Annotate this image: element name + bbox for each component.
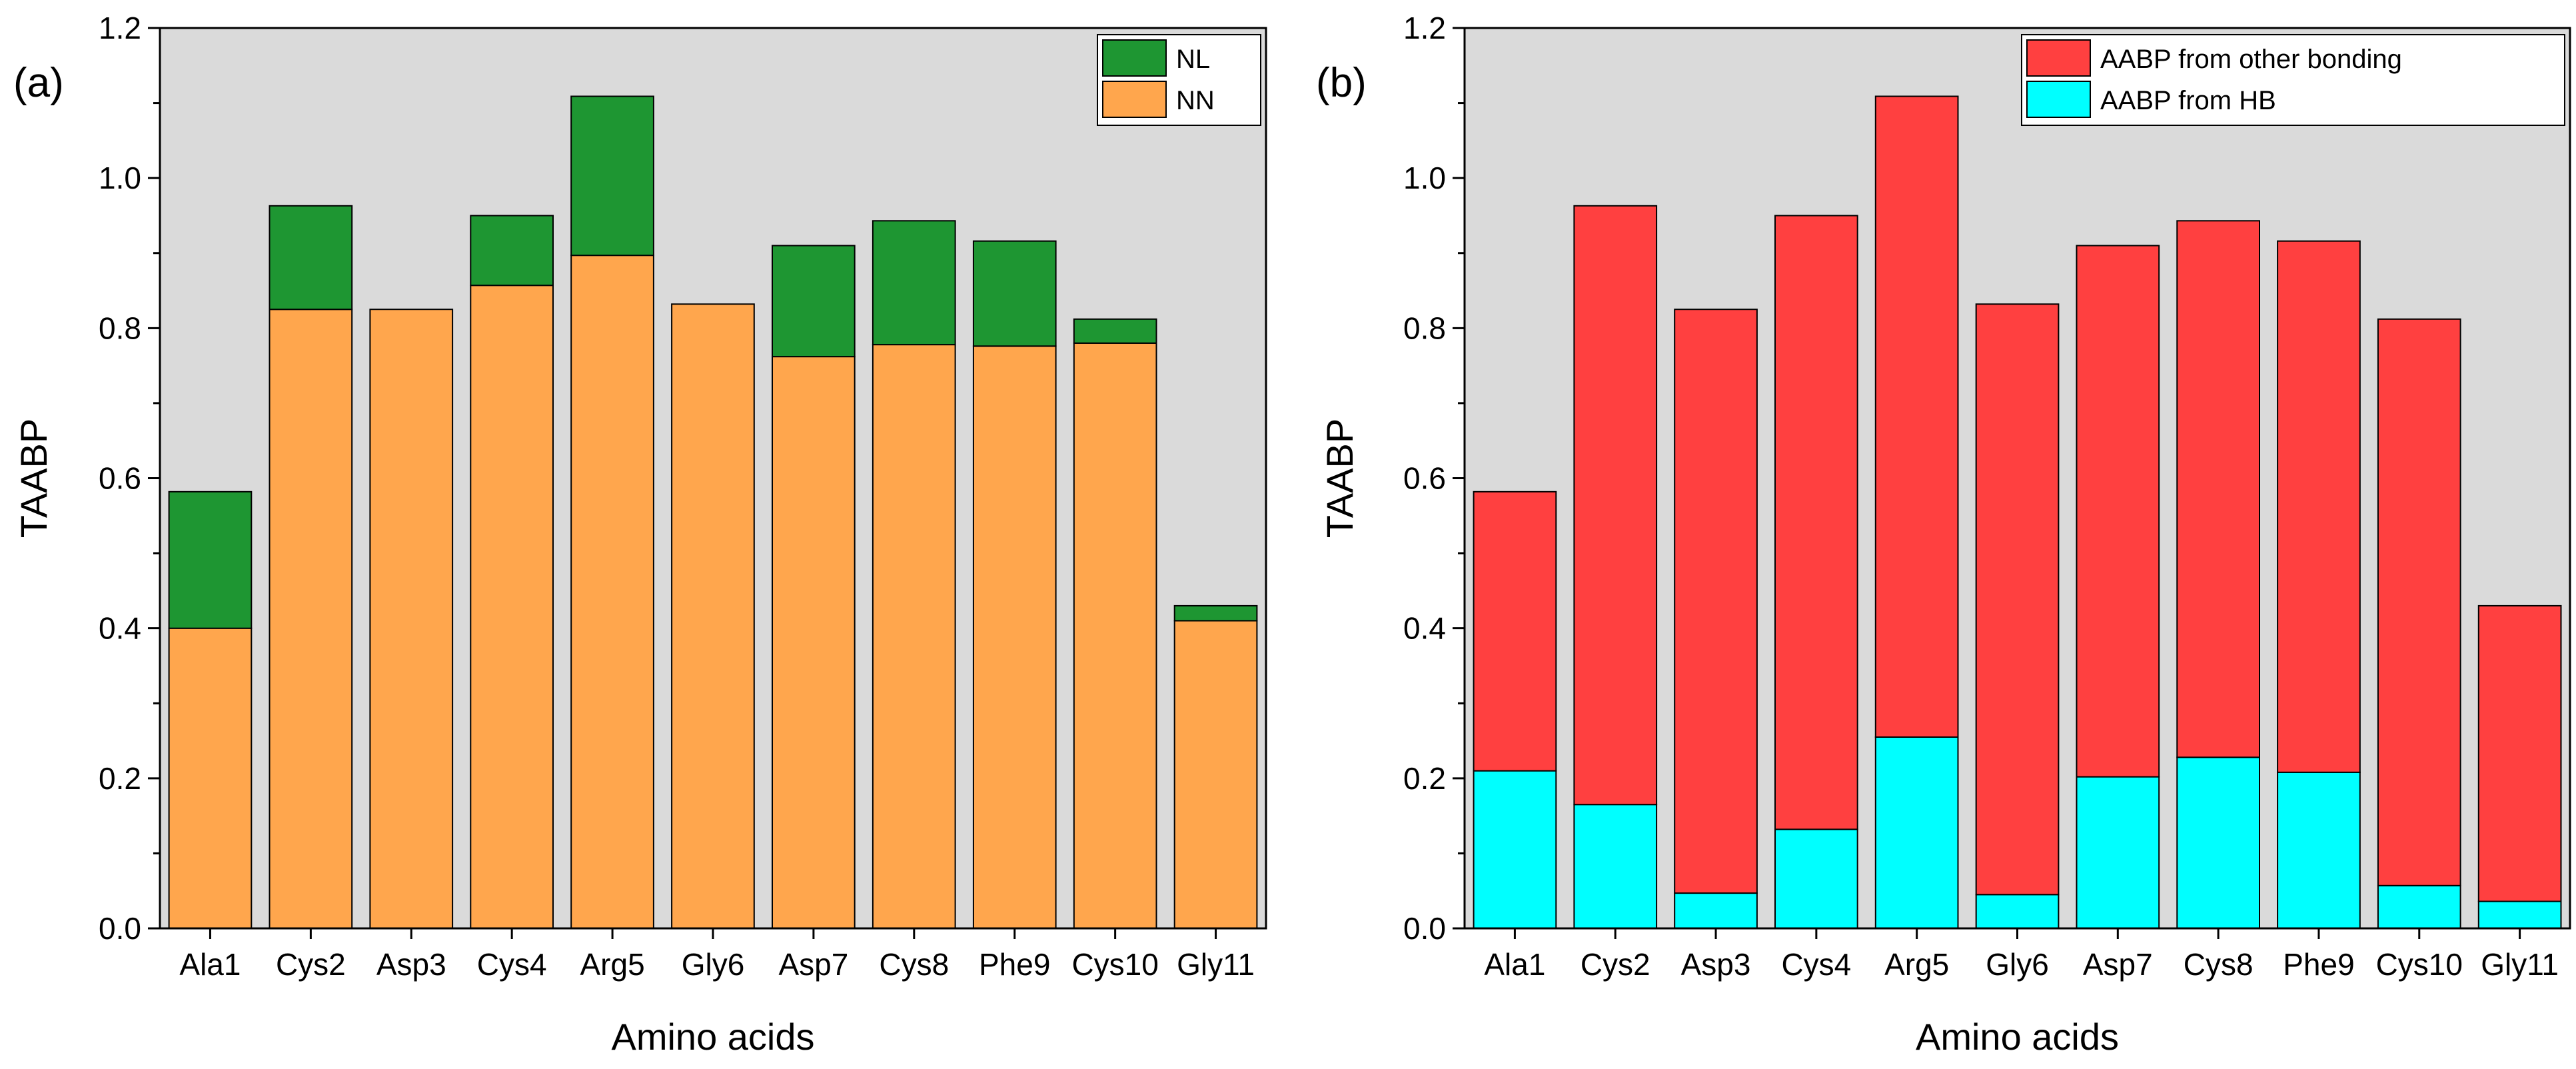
x-tick-label: Asp7 xyxy=(2083,947,2153,982)
bar-aabp-from-other-bonding-asp3 xyxy=(1674,309,1758,894)
legend-label: NN xyxy=(1176,86,1215,115)
bar-nn-gly6 xyxy=(671,303,755,929)
legend-label: AABP from other bonding xyxy=(2100,45,2402,74)
x-tick-label: Asp3 xyxy=(376,947,446,982)
x-tick-label: Cys2 xyxy=(1581,947,1650,982)
panel-label: (a) xyxy=(13,60,64,106)
legend-swatch xyxy=(1102,81,1167,118)
bar-aabp-from-other-bonding-ala1 xyxy=(1473,491,1557,772)
bar-aabp-from-other-bonding-cys4 xyxy=(1774,215,1858,830)
bar-aabp-from-other-bonding-phe9 xyxy=(2277,240,2361,773)
bar-aabp-from-hb-cys10 xyxy=(2377,884,2461,930)
bar-nn-ala1 xyxy=(168,627,253,929)
x-tick-label: Cys8 xyxy=(879,947,949,982)
bar-aabp-from-hb-cys2 xyxy=(1573,804,1658,929)
bar-aabp-from-other-bonding-cys2 xyxy=(1573,205,1658,806)
bar-nl-arg5 xyxy=(570,95,654,257)
y-tick-label: 0.4 xyxy=(1403,611,1446,646)
bar-nl-ala1 xyxy=(168,491,253,629)
panel-label: (b) xyxy=(1316,60,1367,106)
bar-nl-cys8 xyxy=(872,220,956,346)
bar-nl-asp7 xyxy=(772,245,856,358)
bar-nl-cys2 xyxy=(269,205,353,311)
bar-nn-gly11 xyxy=(1173,620,1258,930)
bar-nn-cys8 xyxy=(872,344,956,929)
bar-nn-arg5 xyxy=(570,255,654,930)
bar-aabp-from-hb-arg5 xyxy=(1874,736,1959,930)
bar-aabp-from-other-bonding-arg5 xyxy=(1874,95,1959,738)
bar-aabp-from-hb-gly6 xyxy=(1975,894,2060,930)
bar-nl-cys10 xyxy=(1073,318,1157,344)
legend-label: AABP from HB xyxy=(2100,86,2276,115)
y-tick-label: 0.0 xyxy=(99,911,141,946)
bar-aabp-from-other-bonding-cys8 xyxy=(2176,220,2261,758)
x-tick-label: Gly6 xyxy=(1986,947,2049,982)
x-tick-label: Ala1 xyxy=(179,947,241,982)
bar-nl-cys4 xyxy=(470,215,554,287)
legend-swatch xyxy=(1102,39,1167,77)
x-axis-label: Amino acids xyxy=(611,1016,814,1058)
x-tick-label: Arg5 xyxy=(580,947,645,982)
bar-nn-phe9 xyxy=(972,345,1057,929)
bar-aabp-from-hb-phe9 xyxy=(2277,771,2361,930)
bar-aabp-from-other-bonding-gly6 xyxy=(1975,303,2060,896)
y-tick-label: 0.2 xyxy=(1403,761,1446,796)
x-tick-label: Gly11 xyxy=(2481,947,2559,982)
y-tick-label: 1.2 xyxy=(99,11,141,45)
x-tick-label: Ala1 xyxy=(1484,947,1545,982)
bar-nn-cys10 xyxy=(1073,342,1157,929)
panel-a: Ala1 Cys2 Asp3 Cys4 Arg5 Gly6 Asp7 Cys8 Phe9 Cys1… xyxy=(13,11,1267,1058)
bar-nn-cys2 xyxy=(269,309,353,929)
bar-nl-gly11 xyxy=(1173,604,1258,622)
y-tick-label: 1.2 xyxy=(1403,11,1446,45)
x-tick-label: Asp3 xyxy=(1681,947,1751,982)
y-tick-label: 1.0 xyxy=(99,161,141,195)
y-tick-label: 0.6 xyxy=(99,461,141,496)
y-tick-label: 0.8 xyxy=(99,311,141,345)
x-tick-label: Arg5 xyxy=(1884,947,1949,982)
bar-aabp-from-other-bonding-cys10 xyxy=(2377,318,2461,886)
y-tick-label: 0.4 xyxy=(99,611,141,646)
x-tick-label: Cys4 xyxy=(477,947,547,982)
bar-nn-asp7 xyxy=(772,356,856,929)
x-tick-label: Cys4 xyxy=(1781,947,1851,982)
x-tick-label: Cys10 xyxy=(1071,947,1158,982)
x-tick-label: Cys8 xyxy=(2184,947,2254,982)
x-tick-label: Asp7 xyxy=(778,947,848,982)
x-tick-label: Cys10 xyxy=(2376,947,2463,982)
bar-aabp-from-hb-ala1 xyxy=(1473,770,1557,929)
bar-nl-phe9 xyxy=(972,240,1057,347)
bar-aabp-from-hb-cys4 xyxy=(1774,828,1858,930)
y-tick-label: 0.8 xyxy=(1403,311,1446,345)
legend: NL NN xyxy=(1097,34,1261,126)
y-tick-label: 1.0 xyxy=(1403,161,1446,195)
bar-nn-cys4 xyxy=(470,285,554,929)
y-tick-label: 0.0 xyxy=(1403,911,1446,946)
y-tick-label: 0.2 xyxy=(99,761,141,796)
x-tick-label: Gly11 xyxy=(1177,947,1255,982)
y-tick-label: 0.6 xyxy=(1403,461,1446,496)
legend-label: NL xyxy=(1176,45,1210,74)
bar-aabp-from-hb-asp7 xyxy=(2076,776,2160,929)
y-axis-label: TAABP xyxy=(1319,419,1361,538)
legend-swatch xyxy=(2026,39,2091,77)
bar-aabp-from-other-bonding-gly11 xyxy=(2477,604,2562,902)
bar-aabp-from-hb-cys8 xyxy=(2176,756,2261,930)
x-tick-label: Phe9 xyxy=(979,947,1050,982)
bar-aabp-from-hb-gly11 xyxy=(2477,900,2562,929)
y-axis-label: TAABP xyxy=(13,419,55,538)
legend-box xyxy=(2021,34,2565,126)
panel-b: Ala1 Cys2 Asp3 Cys4 Arg5 Gly6 Asp7 Cys8 Phe9 Cys1… xyxy=(1316,11,2571,1058)
bar-aabp-from-other-bonding-asp7 xyxy=(2076,245,2160,778)
x-axis-label: Amino acids xyxy=(1916,1016,2119,1058)
legend: AABP from other bonding AABP from HB xyxy=(2021,34,2565,126)
bar-aabp-from-hb-asp3 xyxy=(1674,892,1758,929)
bar-nn-asp3 xyxy=(369,309,454,929)
legend-swatch xyxy=(2026,81,2091,118)
x-tick-label: Gly6 xyxy=(682,947,745,982)
x-tick-label: Cys2 xyxy=(276,947,346,982)
x-tick-label: Phe9 xyxy=(2283,947,2354,982)
